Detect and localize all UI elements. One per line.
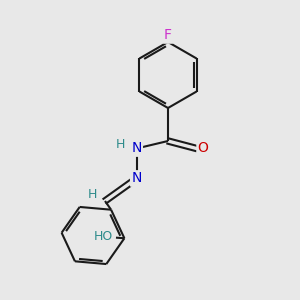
Text: N: N xyxy=(131,172,142,185)
Text: H: H xyxy=(115,138,125,152)
Text: O: O xyxy=(198,142,208,155)
Text: F: F xyxy=(164,28,172,42)
Text: H: H xyxy=(88,188,97,202)
Text: N: N xyxy=(131,142,142,155)
Text: HO: HO xyxy=(94,230,113,243)
